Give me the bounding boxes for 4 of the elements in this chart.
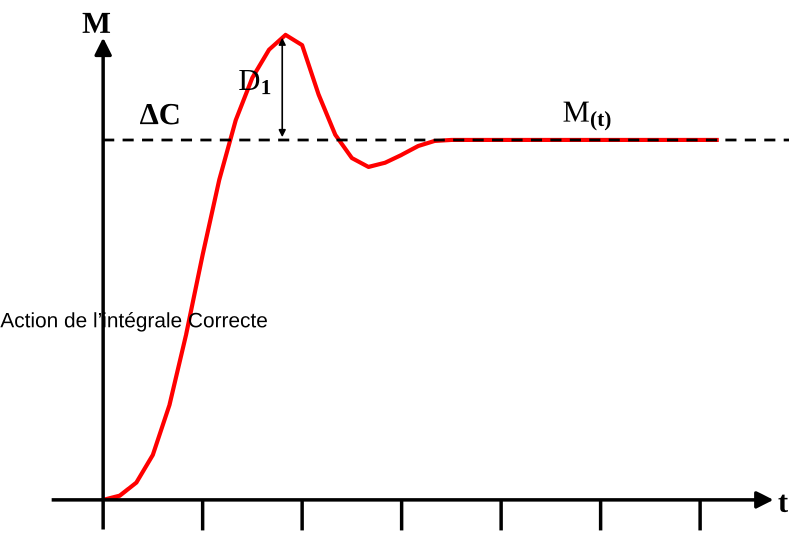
ref-line-label: ΔC xyxy=(140,104,179,124)
annotation: M$_{(t)}$ xyxy=(563,102,610,130)
x-axis-title: t xyxy=(778,494,788,512)
y-axis-title: M xyxy=(82,12,110,33)
